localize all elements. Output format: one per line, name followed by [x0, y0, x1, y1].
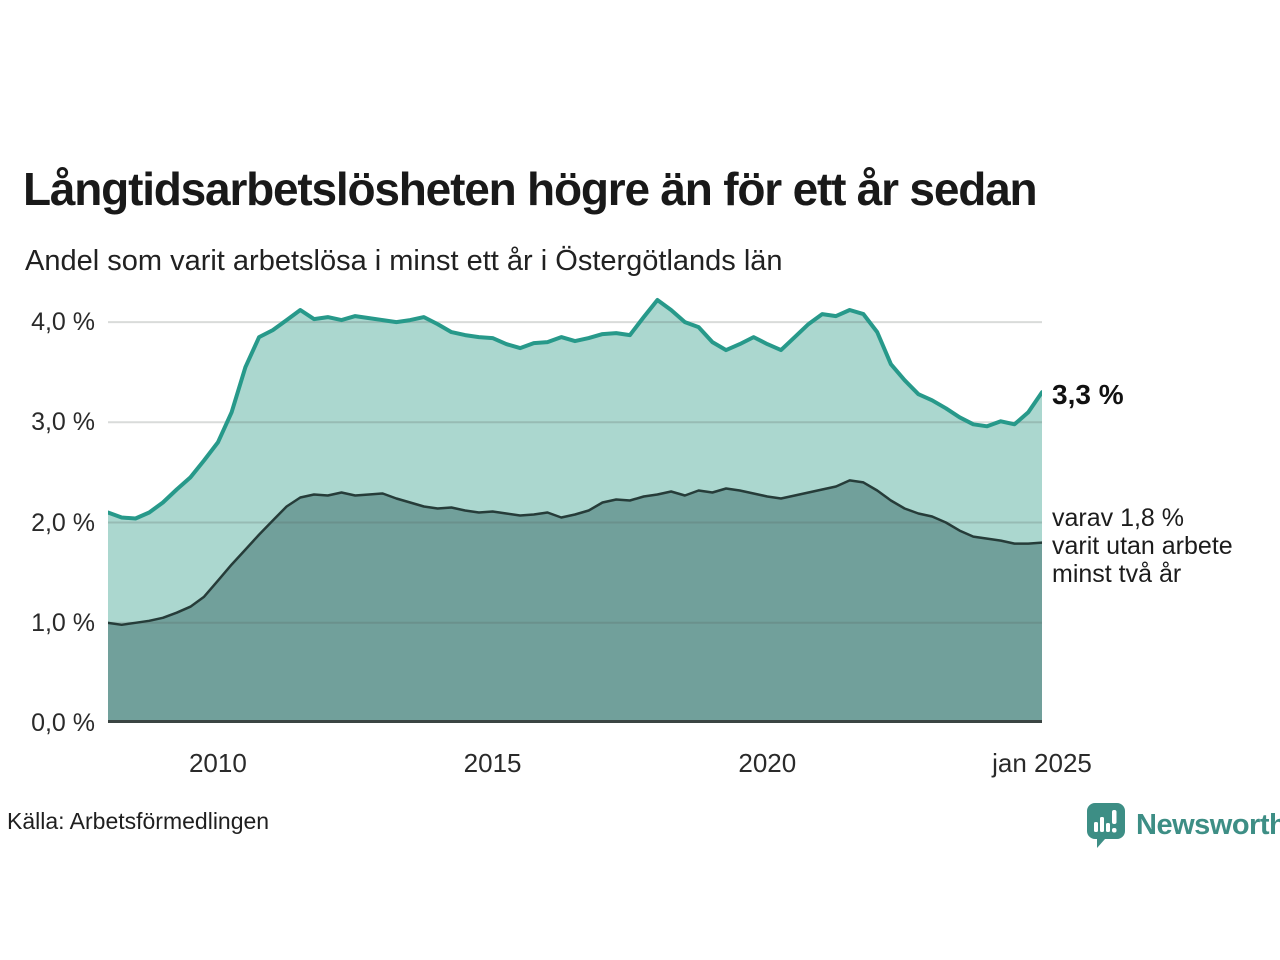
secondary-annotation-line: varav 1,8 % — [1052, 504, 1185, 532]
brand-wordmark: Newsworthy — [1136, 808, 1280, 841]
y-axis-label: 4,0 % — [31, 308, 95, 337]
y-axis-label: 2,0 % — [31, 508, 95, 537]
y-axis-label: 3,0 % — [31, 408, 95, 437]
chart-subtitle: Andel som varit arbetslösa i minst ett å… — [25, 245, 783, 277]
secondary-annotation-line: minst två år — [1052, 560, 1182, 588]
series-line — [108, 298, 1042, 521]
x-axis-label: jan 2025 — [992, 748, 1092, 778]
newsworthy-bubble-chart-icon — [1087, 803, 1125, 848]
x-axis-label: 2010 — [188, 748, 247, 778]
chart-title: Långtidsarbetslösheten högre än för ett … — [23, 162, 1038, 215]
area-fill — [108, 480, 1042, 723]
newsworthy-logo: Newsworthy — [1086, 802, 1280, 848]
secondary-series-annotation: varav 1,8 % varit utan arbete minst två … — [1052, 504, 1233, 588]
secondary-annotation-line: varit utan arbete — [1052, 532, 1233, 560]
y-axis-label: 1,0 % — [31, 608, 95, 637]
source-credit: Källa: Arbetsförmedlingen — [7, 808, 270, 834]
area-plot — [108, 298, 1042, 723]
y-axis-label: 0,0 % — [31, 709, 95, 737]
x-axis-label: 2015 — [463, 748, 522, 778]
series-line — [108, 479, 1042, 627]
x-axis-label: 2020 — [738, 748, 797, 778]
series-end-value-label: 3,3 % — [1052, 379, 1124, 410]
